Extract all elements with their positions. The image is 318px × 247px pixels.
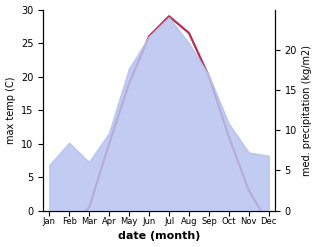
X-axis label: date (month): date (month)	[118, 231, 200, 242]
Y-axis label: med. precipitation (kg/m2): med. precipitation (kg/m2)	[302, 45, 313, 176]
Y-axis label: max temp (C): max temp (C)	[5, 76, 16, 144]
